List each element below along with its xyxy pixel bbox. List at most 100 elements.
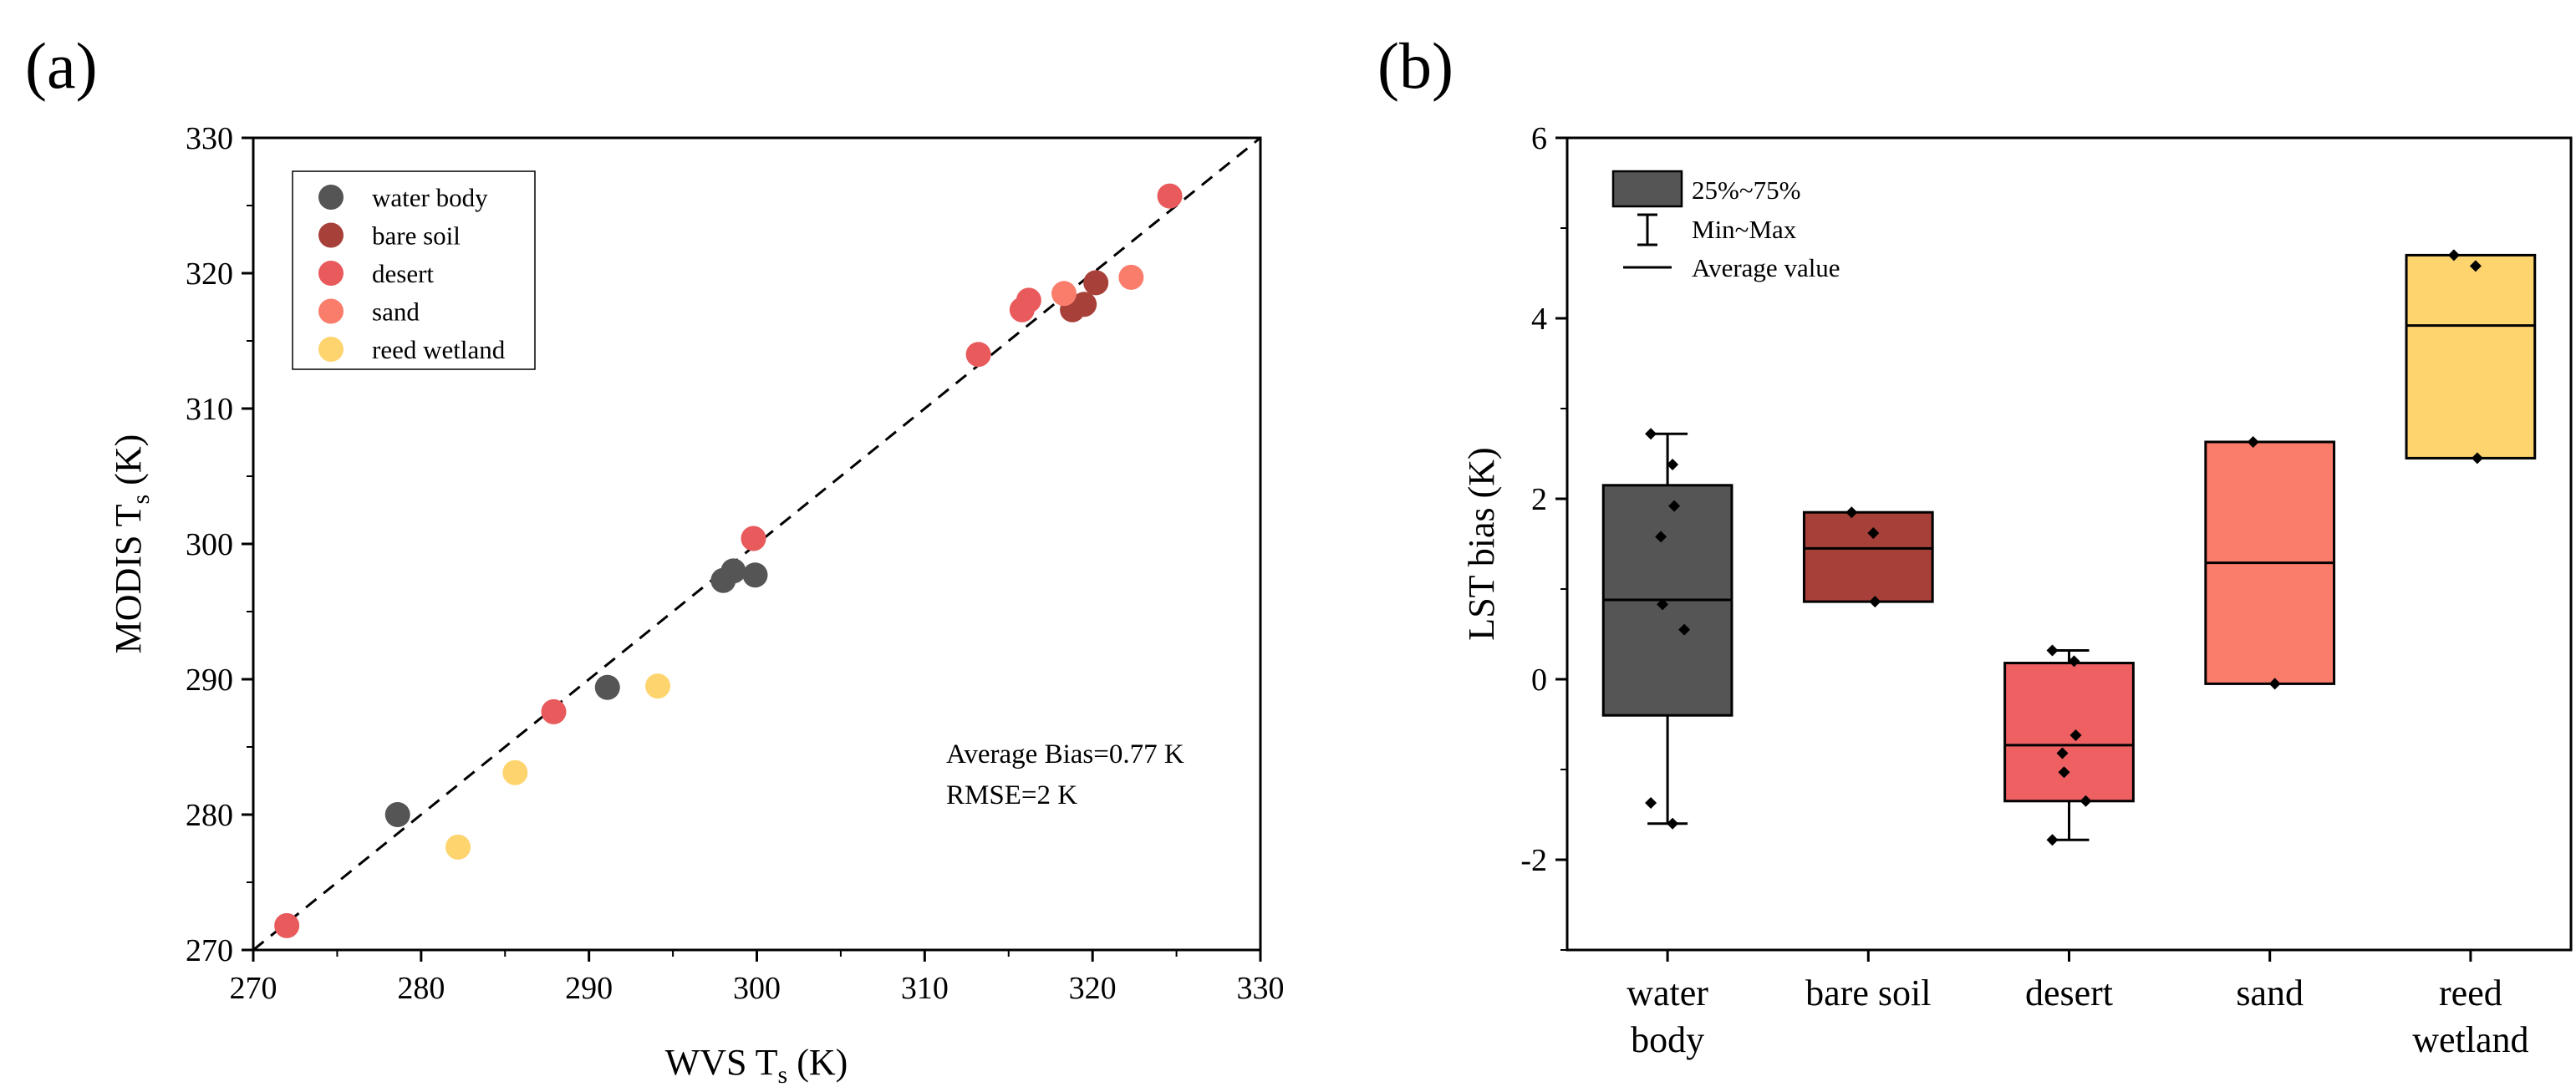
data-point-diamond <box>1845 506 1858 519</box>
legend-entry: reed wetland <box>372 335 506 364</box>
box-category-labels: water body bare soil desert sand reed wetland <box>1627 973 2528 1060</box>
category-label: bare soil <box>1805 973 1931 1013</box>
y-tick-label: 2 <box>1531 482 1547 517</box>
legend-swatch-whisker <box>1637 213 1657 246</box>
scatter-point <box>965 342 991 368</box>
data-point-diamond <box>2046 834 2059 846</box>
box-legend: 25%~75% Min~Max Average value <box>1611 170 1840 282</box>
scatter-point <box>1016 287 1041 313</box>
scatter-legend: water body bare soil desert sand reed wetlan… <box>292 170 536 370</box>
data-point-diamond <box>1869 596 1881 608</box>
box-item <box>1802 506 1934 608</box>
y-tick-label: 290 <box>186 663 233 698</box>
box-iqr <box>1802 510 1934 603</box>
scatter-point <box>1118 264 1144 290</box>
y-tick-label: 310 <box>186 392 233 427</box>
y-tick-label: 4 <box>1531 302 1547 337</box>
scatter-point <box>274 912 300 938</box>
box-y-axis-title: LST bias (K) <box>1461 447 1502 640</box>
x-tick-label: 330 <box>1237 971 1285 1006</box>
data-point-diamond <box>1655 531 1667 543</box>
x-axis-title-main: WVS T <box>665 1042 778 1083</box>
legend-marker <box>318 222 344 248</box>
scatter-point <box>1083 270 1109 296</box>
legend-marker <box>318 298 344 324</box>
y-tick-label: 6 <box>1531 121 1547 156</box>
x-tick-label: 270 <box>230 971 277 1006</box>
panel-label-b: (b) <box>1377 29 1453 102</box>
scatter-points <box>274 183 1183 938</box>
x-tick-label: 320 <box>1069 971 1117 1006</box>
y-tick-label: 300 <box>186 527 233 562</box>
data-point-diamond <box>1645 796 1657 809</box>
data-point-diamond <box>2268 678 2281 690</box>
scatter-point <box>594 674 620 700</box>
data-point-diamond <box>2247 435 2259 448</box>
data-point-diamond <box>1867 527 1880 540</box>
scatter-point <box>742 562 768 588</box>
box-item <box>2204 435 2336 690</box>
legend-entry: water body <box>372 183 488 212</box>
x-tick-label: 290 <box>565 971 613 1006</box>
y-tick-label: 270 <box>186 933 233 968</box>
legend-label-box: 25%~75% <box>1692 175 1800 205</box>
panel-label-a: (a) <box>25 29 98 102</box>
scatter-point <box>1051 281 1077 307</box>
scatter-axes: 270 280 290 300 310 320 330 270 280 290 300 310 320 3… <box>186 121 1285 1006</box>
y-tick-label: 320 <box>186 256 233 292</box>
legend-entry: bare soil <box>372 221 461 251</box>
y-tick-label: 0 <box>1531 663 1547 698</box>
legend-marker <box>318 337 344 362</box>
x-tick-label: 280 <box>397 971 445 1006</box>
scatter-point <box>1072 292 1097 317</box>
data-point-diamond <box>2058 766 2070 779</box>
annotation-rmse: RMSE=2 K <box>946 780 1077 810</box>
annotation-average-bias: Average Bias=0.77 K <box>946 739 1184 769</box>
scatter-point <box>741 526 766 551</box>
data-point-diamond <box>1678 623 1691 636</box>
x-axis-title-sub: s <box>778 1061 788 1089</box>
y-tick-label: 280 <box>186 798 233 833</box>
scatter-point <box>645 673 671 699</box>
box-axes: -2 0 2 4 6 <box>1520 121 2472 962</box>
y-axis-title-main: MODIS T <box>108 504 149 653</box>
category-label: body <box>1631 1019 1704 1060</box>
box-iqr <box>2003 662 2135 803</box>
scatter-point <box>445 834 471 860</box>
data-point-diamond <box>2471 452 2483 465</box>
scatter-point <box>502 759 528 785</box>
scatter-panel: (a) 270 280 290 300 310 320 330 270 280 290 300 310… <box>25 29 1285 1089</box>
data-point-diamond <box>1657 598 1669 611</box>
y-axis-title-unit: (K) <box>108 434 149 495</box>
x-axis-title: WVS Ts (K) <box>665 1042 848 1089</box>
legend-entry: sand <box>372 297 420 327</box>
x-tick-label: 300 <box>733 971 781 1006</box>
scatter-point <box>541 698 567 724</box>
data-point-diamond <box>2046 644 2059 657</box>
data-point-diamond <box>2447 249 2460 262</box>
category-label: desert <box>2025 973 2113 1013</box>
box-panel: (b) -2 0 2 4 6 water body bare soil desert sand r… <box>1377 29 2573 1060</box>
x-axis-title-unit: (K) <box>787 1042 848 1083</box>
x-tick-label: 310 <box>901 971 949 1006</box>
one-to-one-line <box>252 136 1261 952</box>
box-item <box>2405 249 2537 465</box>
data-point-diamond <box>1645 428 1657 440</box>
data-point-diamond <box>1668 500 1681 512</box>
data-point-diamond <box>2069 729 2082 741</box>
category-label: wetland <box>2412 1019 2528 1060</box>
box-item <box>1601 428 1733 830</box>
legend-label-whisker: Min~Max <box>1692 215 1797 244</box>
y-axis-title: MODIS Ts (K) <box>108 434 155 654</box>
data-point-diamond <box>1667 458 1679 470</box>
y-tick-label: -2 <box>1520 843 1547 878</box>
y-tick-label: 330 <box>186 121 233 156</box>
legend-marker <box>318 261 344 286</box>
box-series <box>1601 249 2537 846</box>
box-item <box>2003 644 2135 846</box>
box-iqr <box>2405 253 2537 460</box>
scatter-point <box>384 802 410 827</box>
data-point-diamond <box>2068 655 2080 668</box>
data-point-diamond <box>1667 817 1679 830</box>
data-point-diamond <box>2056 747 2069 759</box>
